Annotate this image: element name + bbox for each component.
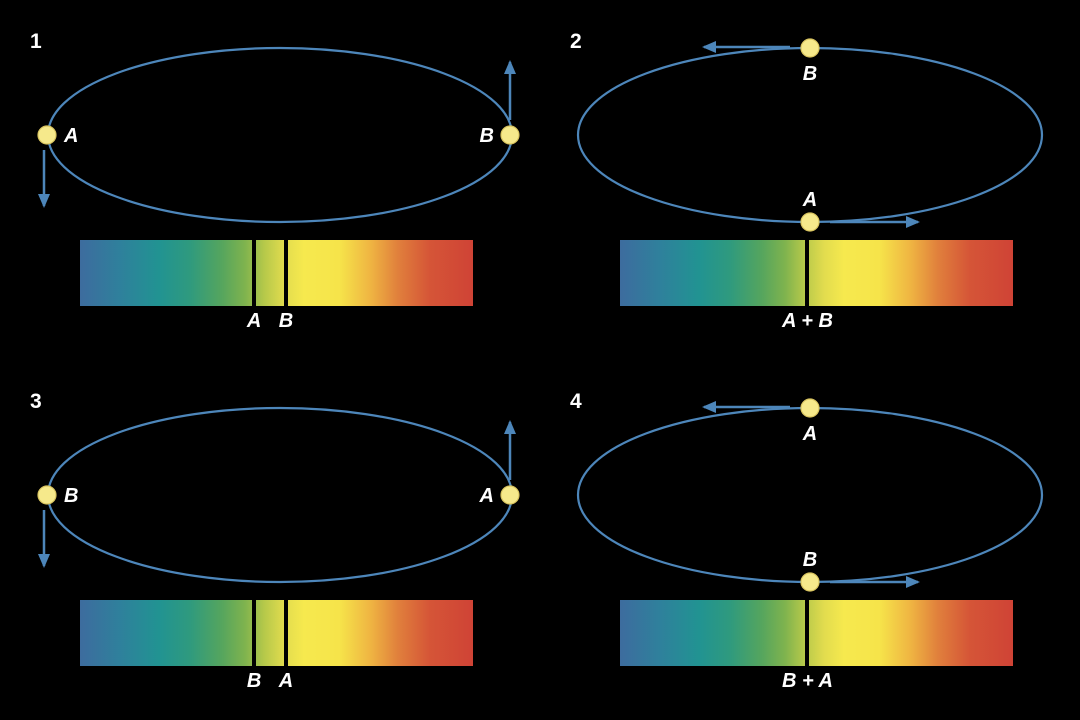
star-label: B — [803, 63, 817, 85]
panel-number: 1 — [30, 30, 42, 53]
absorption-line — [805, 240, 810, 306]
star-right-icon — [500, 125, 520, 145]
panel-3: 3 B A B A — [0, 360, 540, 720]
spectrum-bar — [80, 600, 473, 666]
star-label: A — [63, 125, 78, 147]
spectrum-bar — [80, 240, 473, 306]
panel-number: 2 — [570, 30, 582, 53]
line-label: A — [278, 670, 294, 692]
line-label: B — [246, 670, 262, 692]
orbit-ellipse — [46, 46, 514, 224]
orbit-diagram: A B — [576, 398, 1044, 592]
absorption-line — [252, 600, 257, 666]
panel-4: 4 A B B + A — [540, 360, 1080, 720]
line-label: B + A — [781, 670, 833, 692]
star-bottom-icon — [800, 572, 820, 592]
star-right-icon — [500, 485, 520, 505]
orbit-diagram: B A — [576, 38, 1044, 232]
line-label: A — [246, 310, 262, 332]
absorption-line — [283, 240, 288, 306]
star-top-icon — [800, 398, 820, 418]
star-label: A — [802, 423, 817, 445]
panel-2: 2 B A A + B — [540, 0, 1080, 360]
spectrum-bar — [620, 600, 1013, 666]
panel-number: 3 — [30, 390, 42, 413]
star-bottom-icon — [800, 212, 820, 232]
line-label: B — [278, 310, 294, 332]
spectral-line-labels: A + B — [620, 310, 1013, 336]
star-label: A — [479, 485, 494, 507]
absorption-line — [283, 600, 288, 666]
orbit-diagram: A B — [37, 46, 520, 224]
orbit-ellipse — [46, 406, 514, 584]
star-left-icon — [37, 125, 57, 145]
star-left-icon — [37, 485, 57, 505]
absorption-line — [252, 240, 257, 306]
line-label: A + B — [781, 310, 833, 332]
spectral-line-labels: B A — [80, 670, 473, 696]
orbit-diagram: B A — [37, 406, 520, 584]
panel-number: 4 — [570, 390, 582, 413]
spectral-line-labels: B + A — [620, 670, 1013, 696]
star-label: B — [64, 485, 78, 507]
star-label: A — [802, 189, 817, 211]
star-label: B — [480, 125, 494, 147]
spectral-line-labels: A B — [80, 310, 473, 336]
panel-1: 1 A B A B — [0, 0, 540, 360]
star-top-icon — [800, 38, 820, 58]
absorption-line — [805, 600, 810, 666]
star-label: B — [803, 549, 817, 571]
spectrum-bar — [620, 240, 1013, 306]
